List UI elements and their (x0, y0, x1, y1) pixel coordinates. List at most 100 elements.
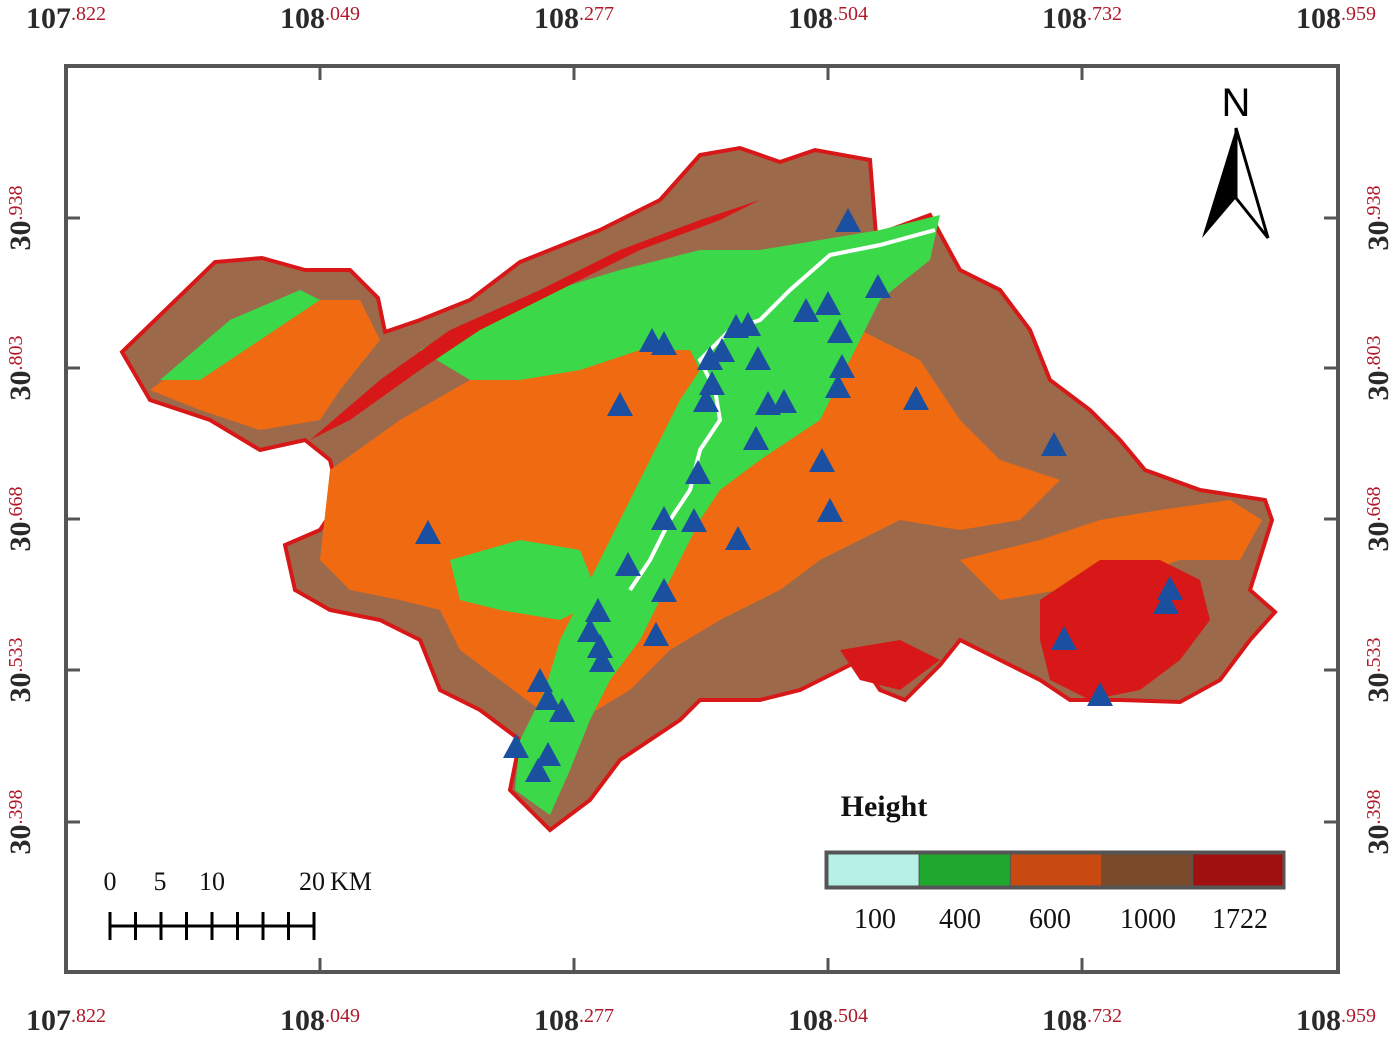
terrain-peak-north-ridge (310, 200, 760, 440)
sample-site-icon (697, 346, 723, 370)
terrain-peak-south (840, 640, 940, 690)
sample-site-icon (1153, 590, 1179, 614)
sample-site-icon (415, 520, 441, 544)
lon-label-bottom: 108.732 (1042, 1004, 1122, 1037)
legend-border (824, 850, 1286, 890)
lon-label-top: 108.049 (280, 2, 360, 35)
terrain-midland-west (150, 300, 380, 430)
scale-bar-ticks (108, 912, 316, 940)
sample-site-icon (527, 668, 553, 692)
terrain-lowland-ridge (160, 290, 320, 380)
legend-swatch (918, 853, 1011, 887)
river (628, 228, 936, 592)
sample-site-icon (1087, 682, 1113, 706)
sample-site-icon (815, 291, 841, 315)
lat-label-right: 30.533 (1362, 638, 1395, 703)
north-arrow-icon-outline (1234, 127, 1270, 239)
sample-site-icon (725, 526, 751, 550)
sample-site-icon (577, 618, 603, 642)
graticule-ticks (66, 66, 1338, 972)
lon-label-top: 108.959 (1296, 2, 1376, 35)
sample-site-icon (589, 648, 615, 672)
scale-bar: 0 5 10 20 KM (104, 867, 372, 940)
sample-site-icon (643, 622, 669, 646)
lat-label-left: 30.938 (4, 186, 37, 251)
legend-break-label: 600 (1029, 904, 1071, 935)
lon-label-top: 108.277 (534, 2, 614, 35)
sample-site-icon (535, 686, 561, 710)
sample-site-icon (585, 598, 611, 622)
sample-site-icon (615, 552, 641, 576)
sample-site-icon (503, 734, 529, 758)
sample-markers (415, 208, 1183, 782)
lon-label-bottom: 108.049 (280, 1004, 360, 1037)
sample-site-icon (607, 392, 633, 416)
lon-label-top: 108.504 (788, 2, 868, 35)
scale-tick-label: 5 (154, 867, 167, 896)
scale-tick-label: 10 (199, 867, 225, 896)
sample-site-icon (693, 388, 719, 412)
sample-site-icon (535, 742, 561, 766)
sample-site-icon (549, 698, 575, 722)
lon-label-top: 108.732 (1042, 2, 1122, 35)
sample-site-icon (835, 208, 861, 232)
sample-site-icon (865, 274, 891, 298)
lon-label-bottom: 108.277 (534, 1004, 614, 1037)
sample-site-icon (829, 354, 855, 378)
latitude-labels-left: 30.938 30.803 30.668 30.533 30.398 (4, 186, 37, 855)
terrain-lowland-west-basin (450, 540, 600, 620)
legend-title: Height (841, 790, 928, 823)
sample-site-icon (1051, 626, 1077, 650)
sample-site-icon (745, 346, 771, 370)
scale-tick-label: 0 (104, 867, 117, 896)
lon-label-bottom: 108.959 (1296, 1004, 1376, 1037)
scale-unit-label: KM (330, 867, 372, 896)
lat-label-right: 30.803 (1362, 336, 1395, 401)
lat-label-left: 30.668 (4, 487, 37, 552)
latitude-labels-right: 30.938 30.803 30.668 30.533 30.398 (1362, 186, 1395, 855)
terrain-layer (119, 145, 1278, 833)
sample-site-icon (685, 460, 711, 484)
terrain-midland-east (960, 500, 1262, 600)
lon-label-bottom: 107.822 (26, 1004, 106, 1037)
sample-site-icon (651, 578, 677, 602)
lat-label-right: 30.668 (1362, 487, 1395, 552)
sample-site-icon (1041, 432, 1067, 456)
sample-site-icon (651, 331, 677, 355)
lat-label-right: 30.938 (1362, 186, 1395, 251)
sample-site-icon (771, 389, 797, 413)
sample-site-icon (681, 508, 707, 532)
legend-swatch (1101, 853, 1194, 887)
sample-site-icon (827, 319, 853, 343)
sample-site-icon (651, 506, 677, 530)
legend-break-label: 400 (939, 904, 981, 935)
sample-site-icon (825, 374, 851, 398)
sample-site-icon (809, 448, 835, 472)
sample-site-icon (709, 338, 735, 362)
lat-label-left: 30.533 (4, 638, 37, 703)
sample-site-icon (793, 298, 819, 322)
scale-tick-label: 20 (299, 867, 325, 896)
legend-swatch (1192, 853, 1285, 887)
legend-break-label: 1722 (1212, 904, 1268, 935)
lon-label-top: 107.822 (26, 2, 106, 35)
sample-site-icon (743, 426, 769, 450)
sample-site-icon (903, 386, 929, 410)
legend-swatch (1009, 853, 1103, 887)
terrain-lowland-valley (420, 215, 940, 815)
sample-site-icon (735, 312, 761, 336)
sample-site-icon (1157, 576, 1183, 600)
lat-label-left: 30.398 (4, 790, 37, 855)
lon-label-bottom: 108.504 (788, 1004, 868, 1037)
legend: Height 100 400 600 1000 1722 (824, 790, 1286, 935)
sample-site-icon (587, 634, 613, 658)
sample-site-icon (525, 758, 551, 782)
longitude-labels-bottom: 107.822 108.049 108.277 108.504 108.732 … (26, 1004, 1376, 1037)
north-arrow-icon (1202, 128, 1236, 238)
sample-site-icon (817, 498, 843, 522)
legend-swatch (827, 853, 920, 887)
legend-break-label: 1000 (1120, 904, 1176, 935)
lat-label-left: 30.803 (4, 336, 37, 401)
north-arrow: N (1202, 81, 1270, 239)
